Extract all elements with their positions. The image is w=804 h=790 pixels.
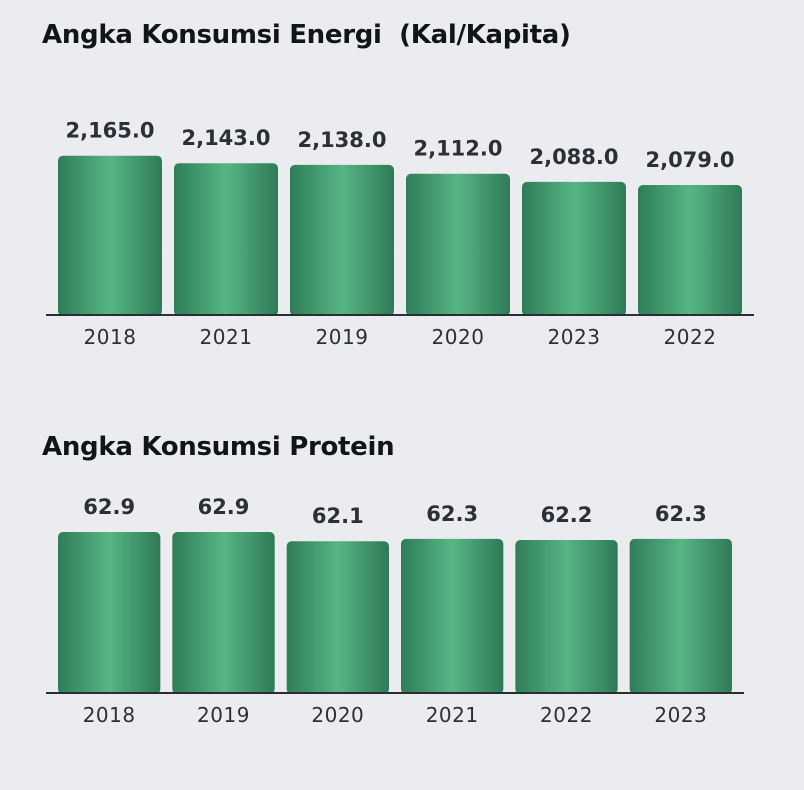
value-label-2022: 2,079.0	[645, 148, 734, 172]
energy-chart-title: Angka Konsumsi Energi (Kal/Kapita)	[42, 20, 571, 50]
bar-2022	[638, 184, 742, 316]
x-tick-label-2022: 2022	[664, 325, 717, 349]
value-label-2023: 2,088.0	[529, 145, 618, 169]
energy-bar-chart: 2,165.0 2018 2,143.0 2021 2,138.0 2019 2,112.0…	[46, 119, 754, 349]
value-label-2018: 62.9	[83, 495, 135, 519]
x-tick-label-2020: 2020	[311, 703, 364, 727]
bar-2019	[172, 532, 275, 694]
value-label-2022: 62.2	[541, 503, 593, 527]
x-tick-label-2018: 2018	[84, 325, 137, 349]
protein-bar-chart: 62.9 2018 62.9 2019 62.1 2020 62.3 2021 62.2 2022…	[46, 495, 744, 727]
x-tick-label-2023: 2023	[654, 703, 707, 727]
bar-2021	[401, 538, 504, 694]
bar-group	[58, 532, 732, 694]
value-label-2019: 2,138.0	[297, 128, 386, 152]
value-label-2018: 2,165.0	[65, 119, 154, 143]
bar-2023	[629, 538, 732, 694]
value-label-2020: 2,112.0	[413, 137, 502, 161]
bar-2018	[58, 155, 162, 316]
bar-2021	[174, 163, 278, 316]
bar-2019	[290, 164, 394, 316]
x-tick-label-2022: 2022	[540, 703, 593, 727]
x-tick-label-2020: 2020	[432, 325, 485, 349]
x-tick-label-2019: 2019	[197, 703, 250, 727]
bar-2020	[286, 541, 389, 694]
value-label-2019: 62.9	[198, 495, 250, 519]
bar-2023	[522, 181, 626, 316]
x-tick-label-2018: 2018	[83, 703, 136, 727]
value-label-2020: 62.1	[312, 504, 364, 528]
x-tick-label-2019: 2019	[316, 325, 369, 349]
value-label-2021: 62.3	[426, 502, 478, 526]
bar-group	[58, 155, 742, 316]
bar-2022	[515, 540, 618, 694]
value-label-2021: 2,143.0	[181, 126, 270, 150]
bar-2020	[406, 173, 510, 316]
protein-chart-title: Angka Konsumsi Protein	[42, 432, 395, 462]
value-label-2023: 62.3	[655, 502, 707, 526]
x-tick-label-2021: 2021	[200, 325, 253, 349]
x-tick-label-2023: 2023	[548, 325, 601, 349]
x-tick-label-2021: 2021	[426, 703, 479, 727]
bar-2018	[58, 532, 161, 694]
